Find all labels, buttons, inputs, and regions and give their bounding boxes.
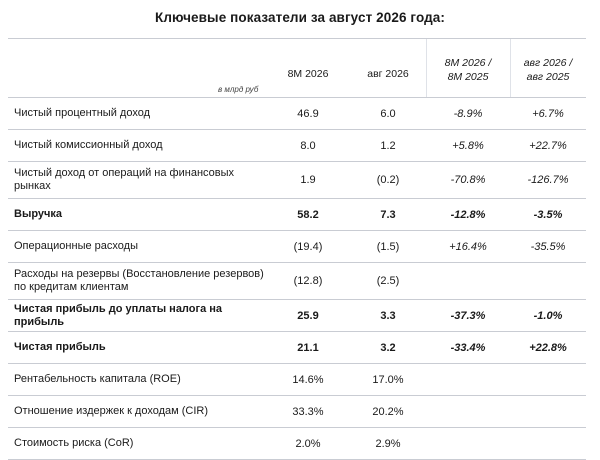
table-row: Стоимость риска (CoR) 2.0% 2.9% (8, 428, 586, 460)
key-indicators-table: в млрд руб 8M 2026 авг 2026 8M 2026 / 8M… (8, 38, 586, 460)
col-8m-2026: 8M 2026 (287, 68, 329, 80)
table-row: Чистый доход от операций на финансовых р… (8, 162, 586, 199)
table-row: Отношение издержек к доходам (CIR) 33.3%… (8, 396, 586, 428)
table-row: Чистая прибыль 21.1 3.2 -33.4% +22.8% (8, 332, 586, 364)
table-row: Чистый комиссионный доход 8.0 1.2 +5.8% … (8, 130, 586, 162)
table-row: Чистый процентный доход 46.9 6.0 -8.9% +… (8, 98, 586, 130)
col-8m-change: 8M 2026 / 8M 2025 (444, 57, 492, 83)
table-row: Расходы на резервы (Восстановление резер… (8, 263, 586, 300)
table-header: в млрд руб 8M 2026 авг 2026 8M 2026 / 8M… (8, 39, 586, 98)
table-row: Выручка 58.2 7.3 -12.8% -3.5% (8, 199, 586, 231)
page-title: Ключевые показатели за август 2026 года: (154, 10, 445, 25)
table-row: Чистая прибыль до уплаты налога на прибы… (8, 300, 586, 332)
unit-label: в млрд руб (218, 85, 259, 94)
table-row: Операционные расходы (19.4) (1.5) +16.4%… (8, 231, 586, 263)
col-aug-2026: авг 2026 (367, 68, 409, 80)
col-aug-change: авг 2026 / авг 2025 (523, 57, 573, 83)
table-row: Рентабельность капитала (ROE) 14.6% 17.0… (8, 364, 586, 396)
